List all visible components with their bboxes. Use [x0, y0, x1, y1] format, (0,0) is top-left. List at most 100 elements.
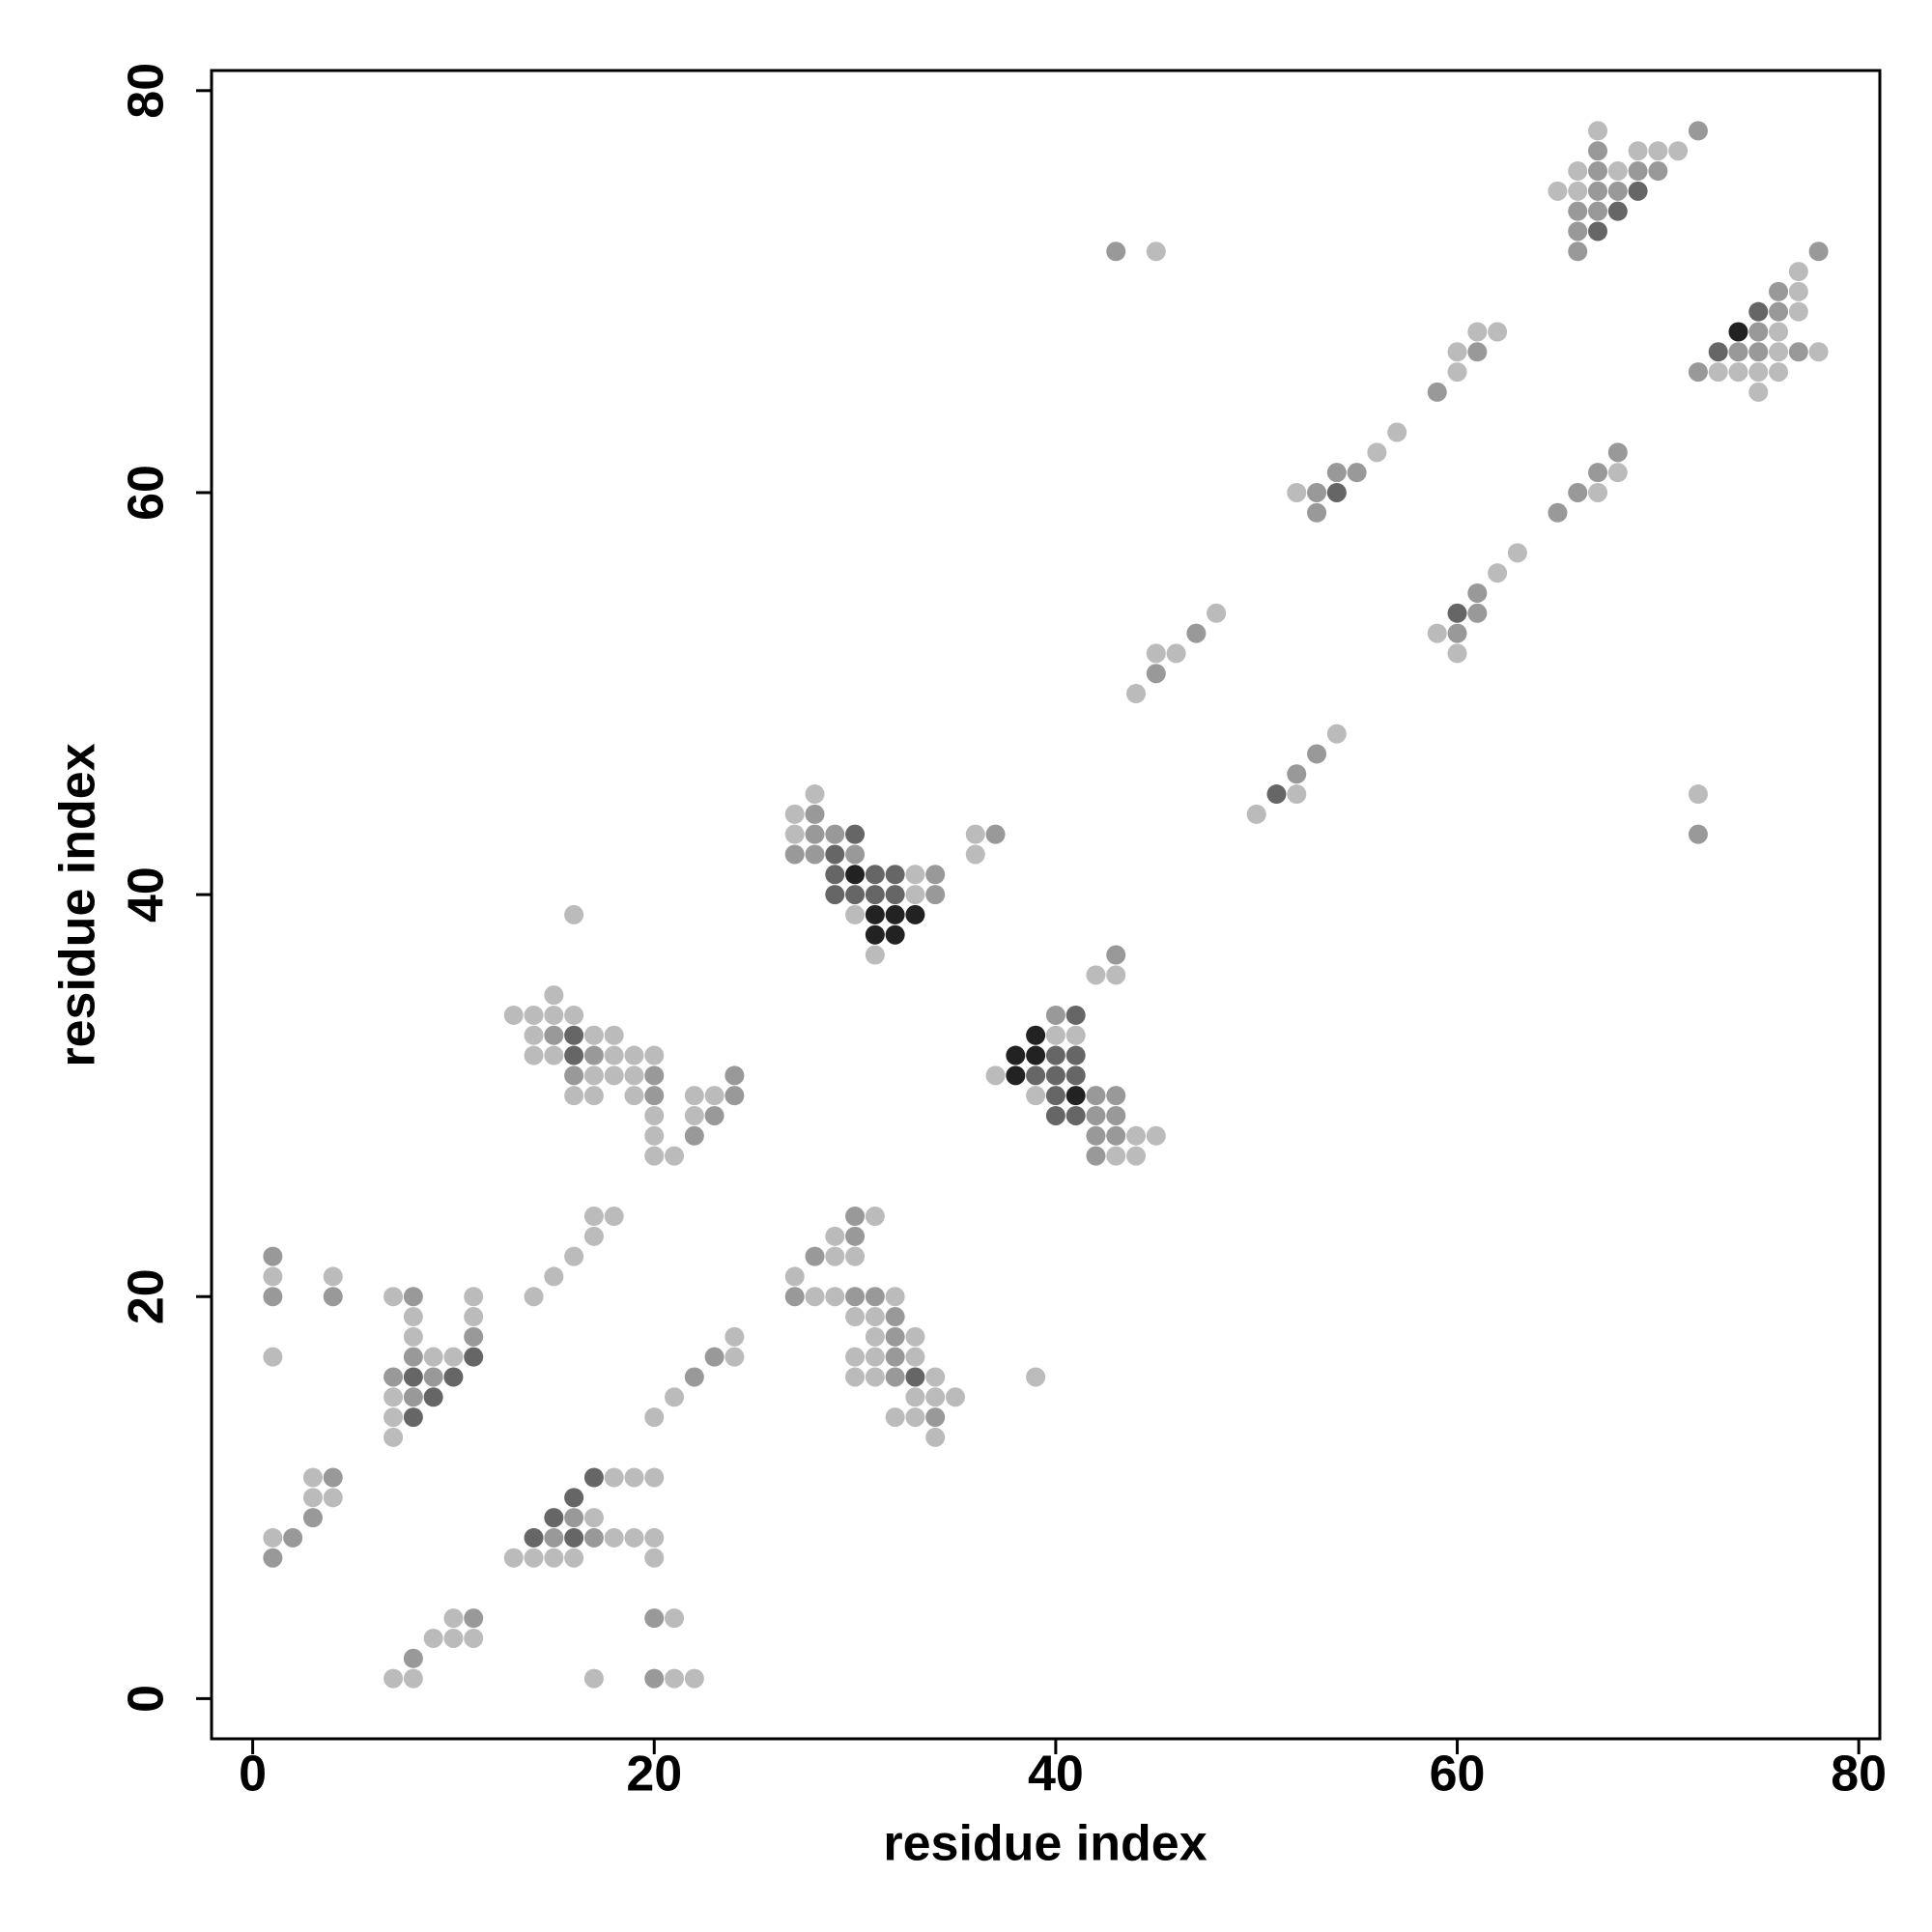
- contact-point: [1588, 201, 1608, 221]
- contact-point: [604, 1527, 624, 1548]
- contact-point: [544, 1005, 564, 1025]
- contact-point: [464, 1628, 484, 1648]
- y-axis-title: residue index: [50, 743, 106, 1066]
- contact-point: [1748, 301, 1769, 322]
- contact-point: [503, 1005, 524, 1025]
- contact-point: [1246, 804, 1266, 824]
- contact-point: [865, 904, 885, 924]
- contact-point: [724, 1065, 745, 1086]
- contact-point: [665, 1668, 685, 1689]
- contact-point: [1728, 322, 1748, 342]
- contact-point: [1026, 1045, 1046, 1065]
- contact-point: [845, 865, 866, 885]
- contact-point: [845, 885, 866, 905]
- contact-point: [845, 904, 866, 924]
- contact-point: [704, 1105, 724, 1125]
- contact-point: [1447, 603, 1467, 623]
- contact-point: [1106, 945, 1126, 965]
- contact-point: [1106, 1125, 1126, 1146]
- contact-point: [263, 1266, 283, 1287]
- contact-point: [1326, 463, 1347, 483]
- contact-point: [583, 1025, 604, 1045]
- contact-point: [724, 1347, 745, 1367]
- contact-point: [403, 1347, 423, 1367]
- contact-point: [1688, 824, 1708, 844]
- contact-point: [1287, 482, 1307, 502]
- contact-point: [1326, 482, 1347, 502]
- contact-point: [644, 1086, 665, 1106]
- contact-point: [1326, 724, 1347, 744]
- x-tick-label: 40: [1028, 1747, 1084, 1803]
- contact-point: [564, 1246, 584, 1266]
- y-tick-label: 80: [119, 63, 175, 119]
- contact-point: [644, 1065, 665, 1086]
- contact-point: [423, 1367, 443, 1387]
- contact-point: [1307, 482, 1327, 502]
- contact-point: [1628, 141, 1648, 161]
- contact-point: [302, 1467, 323, 1488]
- contact-point: [1548, 502, 1568, 523]
- contact-point: [865, 1347, 885, 1367]
- x-tick-label: 80: [1831, 1747, 1887, 1803]
- contact-point: [845, 824, 866, 844]
- contact-point: [825, 844, 845, 865]
- contact-point: [1769, 301, 1789, 322]
- contact-point: [1146, 643, 1166, 664]
- contact-point: [1467, 603, 1488, 623]
- contact-point: [1065, 1005, 1086, 1025]
- contact-point: [1287, 784, 1307, 805]
- contact-point: [1588, 463, 1608, 483]
- contact-point: [583, 1668, 604, 1689]
- contact-point: [1588, 221, 1608, 242]
- contact-point: [564, 1086, 584, 1106]
- contact-point: [604, 1467, 624, 1488]
- contact-point: [384, 1367, 404, 1387]
- contact-point: [825, 824, 845, 844]
- contact-point: [323, 1467, 343, 1488]
- contact-point: [1126, 1146, 1147, 1166]
- contact-point: [583, 1207, 604, 1227]
- contact-point: [1588, 482, 1608, 502]
- contact-point: [644, 1407, 665, 1428]
- contact-point: [323, 1266, 343, 1287]
- contact-point: [1126, 1125, 1147, 1146]
- contact-point: [1106, 1086, 1126, 1106]
- contact-point: [724, 1326, 745, 1347]
- contact-point: [624, 1065, 644, 1086]
- contact-point: [1808, 242, 1829, 262]
- contact-point: [302, 1488, 323, 1508]
- contact-point: [1507, 543, 1527, 563]
- contact-point: [1086, 965, 1106, 985]
- contact-point: [263, 1246, 283, 1266]
- contact-point: [1146, 664, 1166, 684]
- y-tick-label: 60: [119, 465, 175, 521]
- contact-point: [403, 1648, 423, 1668]
- contact-point: [1607, 442, 1628, 463]
- contact-point: [423, 1387, 443, 1407]
- contact-point: [1648, 141, 1668, 161]
- contact-point: [1688, 784, 1708, 805]
- contact-point: [845, 1246, 866, 1266]
- contact-point: [564, 1548, 584, 1568]
- contact-point: [1186, 623, 1207, 643]
- contact-point: [905, 865, 925, 885]
- contact-point: [1086, 1146, 1106, 1166]
- contact-point: [503, 1548, 524, 1568]
- contact-point: [524, 1527, 544, 1548]
- contact-point: [564, 1045, 584, 1065]
- contact-point: [684, 1086, 704, 1106]
- contact-point: [464, 1287, 484, 1307]
- contact-point: [845, 1307, 866, 1327]
- contact-point: [684, 1105, 704, 1125]
- contact-point: [544, 1266, 564, 1287]
- contact-point: [784, 824, 805, 844]
- contact-point: [1769, 281, 1789, 301]
- contact-point: [845, 1367, 866, 1387]
- contact-point: [644, 1105, 665, 1125]
- contact-point: [263, 1347, 283, 1367]
- contact-point: [905, 1347, 925, 1367]
- contact-point: [544, 1025, 564, 1045]
- contact-point: [945, 1387, 965, 1407]
- contact-point: [684, 1668, 704, 1689]
- contact-point: [263, 1287, 283, 1307]
